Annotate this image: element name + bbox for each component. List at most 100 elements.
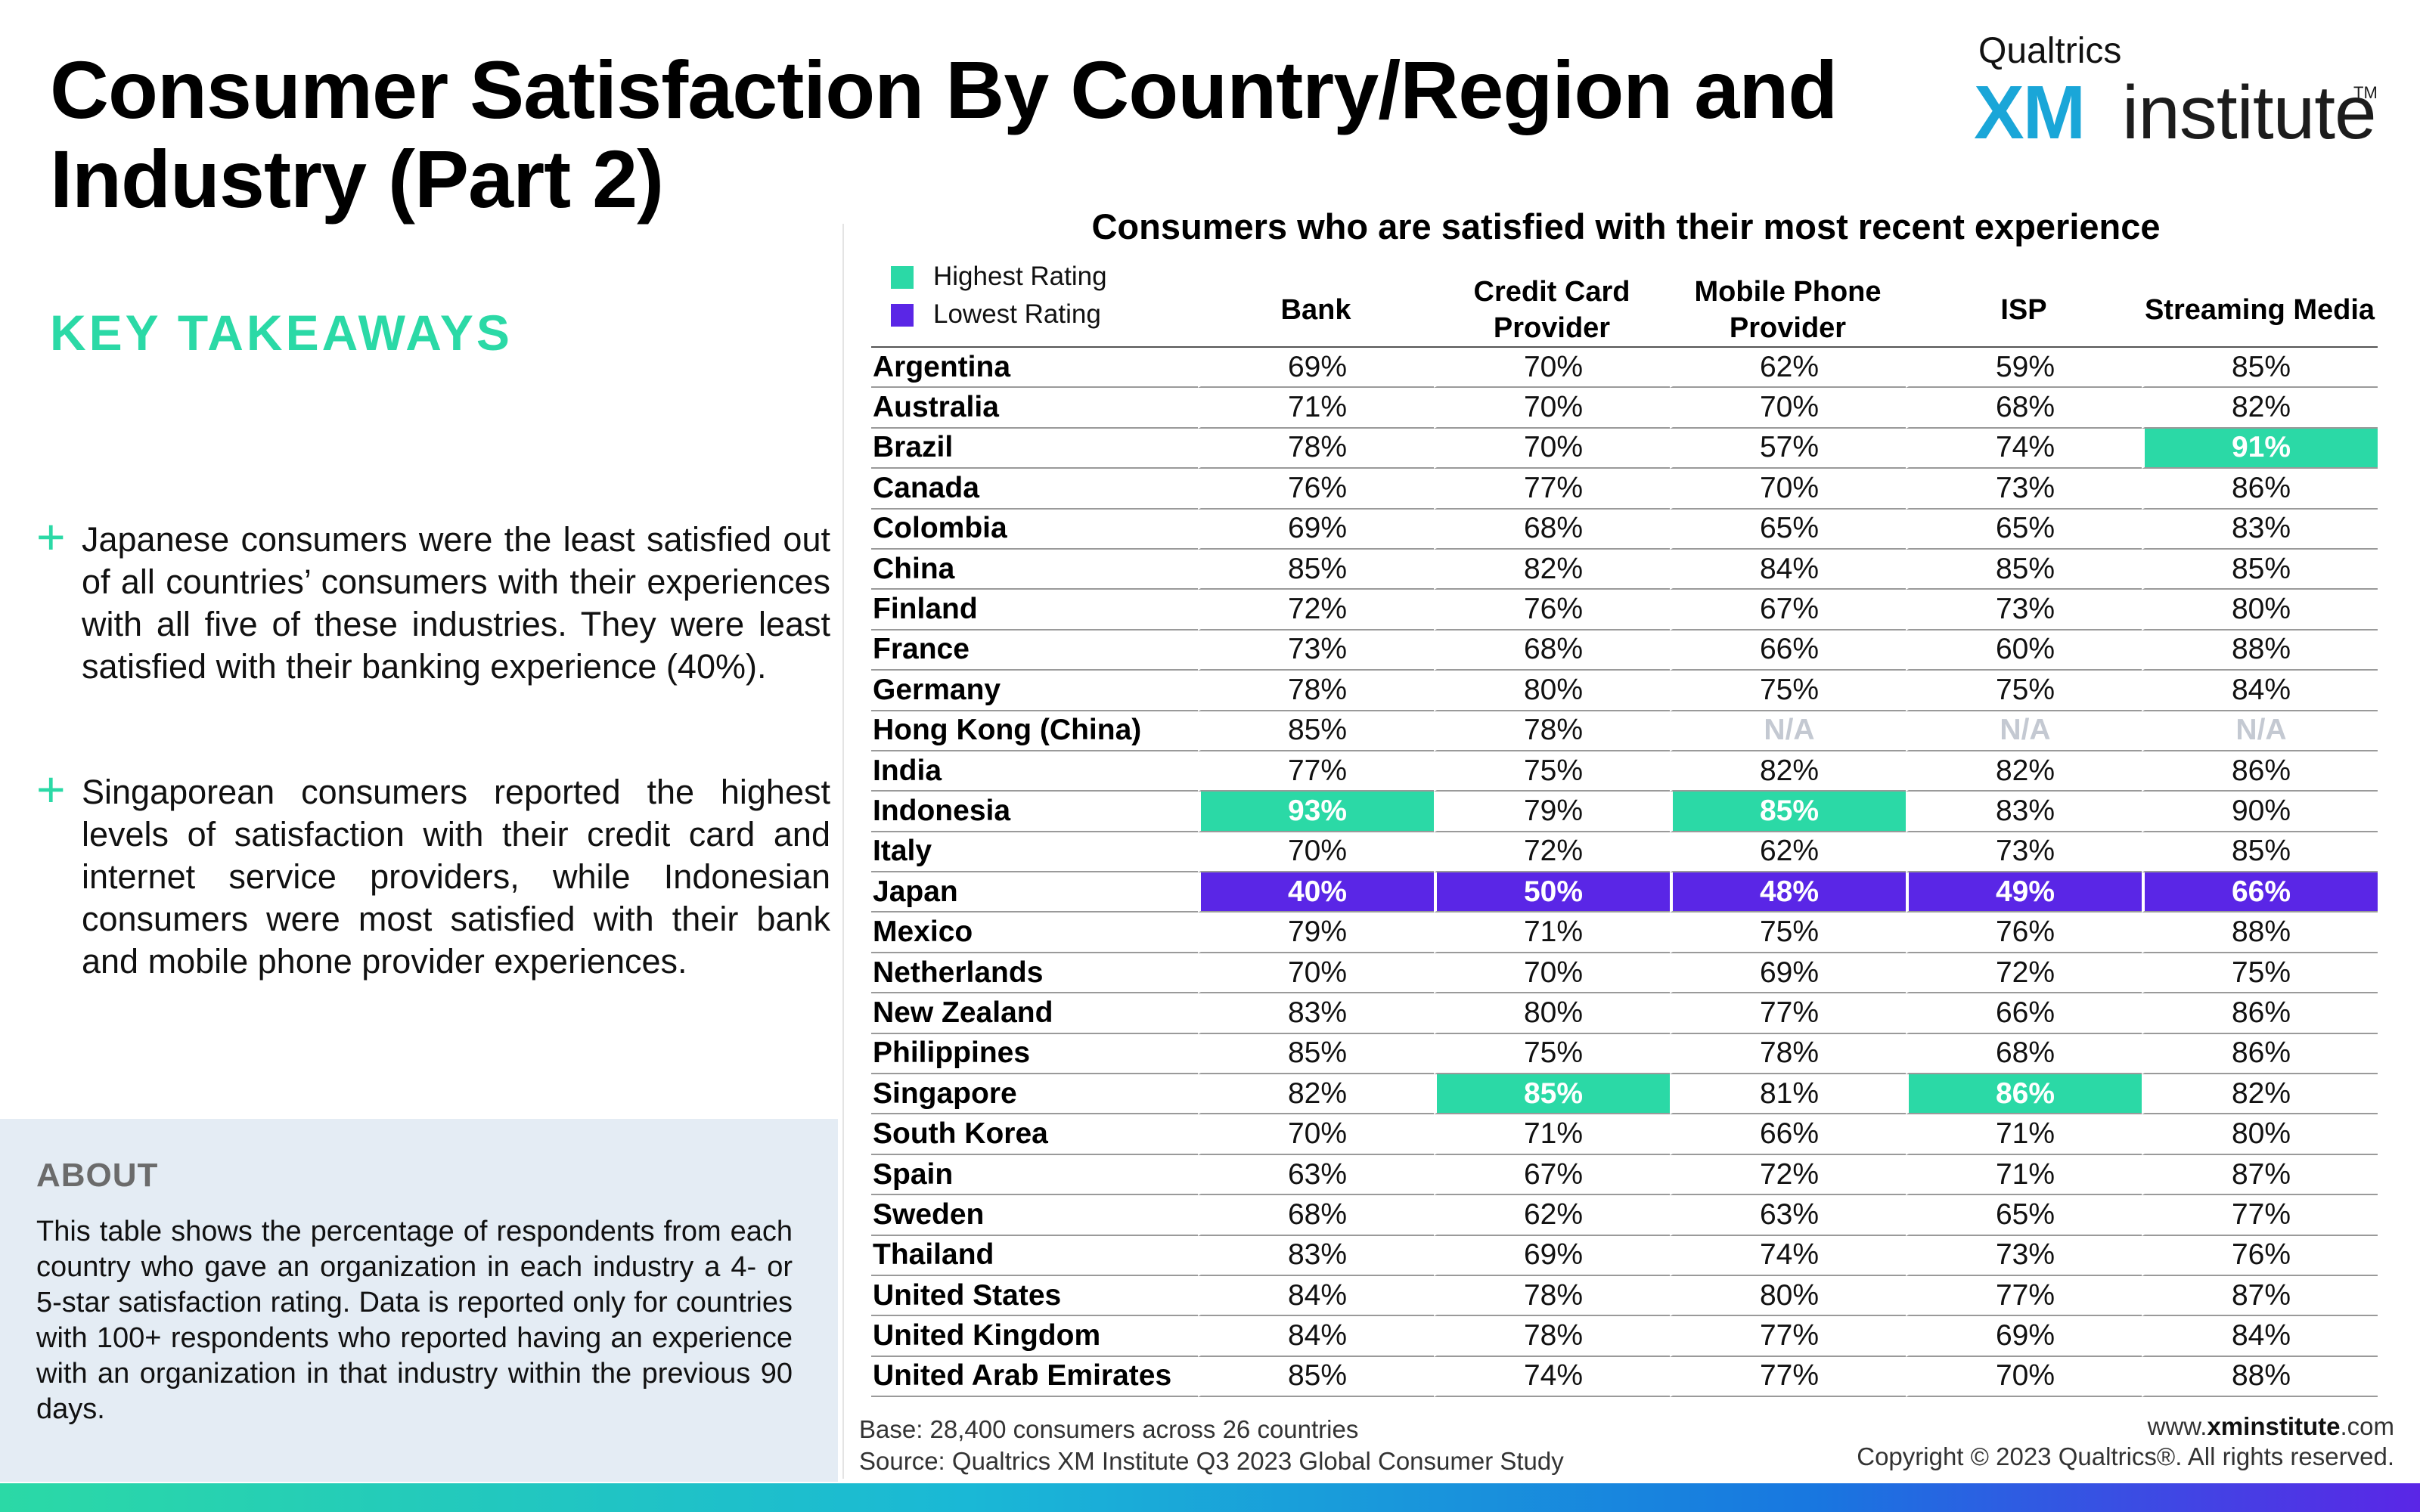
website-link[interactable]: www.xminstitute.com <box>2148 1411 2394 1442</box>
value-cell: 62% <box>1670 832 1906 873</box>
value-cell: 87% <box>2142 1154 2378 1196</box>
value-cell: 57% <box>1670 428 1906 469</box>
value-cell: 69% <box>1670 953 1906 994</box>
value-cell: 84% <box>2142 1316 2378 1357</box>
country-cell: Sweden <box>871 1195 1198 1236</box>
plus-icon: + <box>36 509 66 565</box>
value-cell: 78% <box>1434 1316 1670 1357</box>
table-row: Japan 40% 50% 48% 49% 66% <box>871 872 2378 913</box>
legend-lowest-swatch <box>891 304 914 327</box>
value-cell: 72% <box>1198 590 1434 631</box>
value-cell: 82% <box>2142 388 2378 429</box>
column-headers: Bank Credit Card Provider Mobile Phone P… <box>871 274 2378 346</box>
value-cell: 77% <box>1906 1275 2142 1317</box>
country-cell: Hong Kong (China) <box>871 711 1198 751</box>
value-cell: 70% <box>1434 428 1670 469</box>
value-cell: 70% <box>1198 832 1434 873</box>
value-cell: 74% <box>1906 428 2142 469</box>
copyright-text: Copyright © 2023 Qualtrics®. All rights … <box>1857 1442 2394 1470</box>
country-cell: New Zealand <box>871 993 1198 1034</box>
brand-logo: Qualtrics XM institute TM <box>1974 30 2378 155</box>
value-cell: 73% <box>1906 469 2142 510</box>
value-cell: 77% <box>1670 1356 1906 1398</box>
value-cell: 78% <box>1198 671 1434 711</box>
value-cell: 85% <box>1670 792 1906 832</box>
value-cell: 75% <box>2142 953 2378 994</box>
table-row: Thailand 83% 69% 74% 73% 76% <box>871 1235 2378 1276</box>
value-cell: 70% <box>1670 469 1906 510</box>
value-cell: 85% <box>1198 1033 1434 1075</box>
value-cell: 77% <box>1434 469 1670 510</box>
table-row: Canada 76% 77% 70% 73% 86% <box>871 469 2378 510</box>
value-cell: N/A <box>2142 711 2378 751</box>
value-cell: 75% <box>1434 1033 1670 1075</box>
value-cell: 77% <box>1198 751 1434 792</box>
value-cell: 74% <box>1670 1235 1906 1276</box>
value-cell: 71% <box>1198 388 1434 429</box>
table-row: Netherlands 70% 70% 69% 72% 75% <box>871 953 2378 994</box>
table-row: Hong Kong (China) 85% 78% N/A N/A N/A <box>871 711 2378 751</box>
value-cell: 66% <box>1906 993 2142 1034</box>
value-cell: 80% <box>1434 671 1670 711</box>
brand-institute-word: institute <box>2122 70 2377 155</box>
value-cell: 76% <box>1198 469 1434 510</box>
value-cell: 73% <box>1198 630 1434 671</box>
value-cell: 76% <box>1434 590 1670 631</box>
table-row: Singapore 82% 85% 81% 86% 82% <box>871 1074 2378 1115</box>
value-cell: 81% <box>1670 1074 1906 1115</box>
value-cell: 80% <box>2142 590 2378 631</box>
value-cell: 80% <box>1434 993 1670 1034</box>
key-takeaways-heading: KEY TAKEAWAYS <box>50 305 513 361</box>
table-row: India 77% 75% 82% 82% 86% <box>871 751 2378 792</box>
country-cell: Mexico <box>871 912 1198 953</box>
country-cell: Canada <box>871 469 1198 510</box>
value-cell: 68% <box>1434 509 1670 550</box>
value-cell: 84% <box>1198 1316 1434 1357</box>
country-cell: Australia <box>871 388 1198 429</box>
value-cell: 76% <box>2142 1235 2378 1276</box>
value-cell: 73% <box>1906 590 2142 631</box>
table-body: Argentina 69% 70% 62% 59% 85% Australia 71% 70% 7… <box>871 348 2378 1398</box>
about-panel <box>0 1119 838 1482</box>
value-cell: 63% <box>1670 1195 1906 1236</box>
value-cell: 48% <box>1670 872 1906 913</box>
country-cell: Argentina <box>871 348 1198 389</box>
country-cell: South Korea <box>871 1114 1198 1155</box>
value-cell: 65% <box>1670 509 1906 550</box>
country-cell: Singapore <box>871 1074 1198 1115</box>
value-cell: 88% <box>2142 630 2378 671</box>
value-cell: 85% <box>2142 549 2378 590</box>
value-cell: 70% <box>1198 953 1434 994</box>
brand-company-name: Qualtrics <box>1978 31 2122 71</box>
value-cell: 69% <box>1198 348 1434 389</box>
plus-icon: + <box>36 761 66 817</box>
country-cell: Brazil <box>871 429 1198 469</box>
value-cell: 75% <box>1670 671 1906 711</box>
value-cell: 74% <box>1434 1356 1670 1398</box>
value-cell: 76% <box>1906 912 2142 953</box>
value-cell: 67% <box>1670 590 1906 631</box>
value-cell: 71% <box>1906 1114 2142 1155</box>
about-text: This table shows the percentage of respo… <box>36 1216 793 1425</box>
value-cell: 60% <box>1906 630 2142 671</box>
table-row: United States 84% 78% 80% 77% 87% <box>871 1275 2378 1317</box>
value-cell: 84% <box>1670 549 1906 590</box>
value-cell: 87% <box>2142 1275 2378 1317</box>
legend-highest-label: Highest Rating <box>933 262 1107 291</box>
value-cell: 68% <box>1906 1033 2142 1075</box>
country-cell: India <box>871 751 1198 792</box>
table-row: South Korea 70% 71% 66% 71% 80% <box>871 1114 2378 1155</box>
value-cell: 77% <box>1670 993 1906 1034</box>
value-cell: 93% <box>1198 792 1434 832</box>
table-row: Sweden 68% 62% 63% 65% 77% <box>871 1195 2378 1236</box>
value-cell: 86% <box>1906 1074 2142 1115</box>
value-cell: 79% <box>1198 912 1434 953</box>
country-cell: Philippines <box>871 1034 1198 1075</box>
table-row: Finland 72% 76% 67% 73% 80% <box>871 590 2378 631</box>
country-cell: Finland <box>871 590 1198 631</box>
value-cell: 63% <box>1198 1154 1434 1196</box>
value-cell: 40% <box>1198 872 1434 913</box>
value-cell: 85% <box>1198 549 1434 590</box>
value-cell: 71% <box>1434 912 1670 953</box>
value-cell: 62% <box>1670 348 1906 389</box>
